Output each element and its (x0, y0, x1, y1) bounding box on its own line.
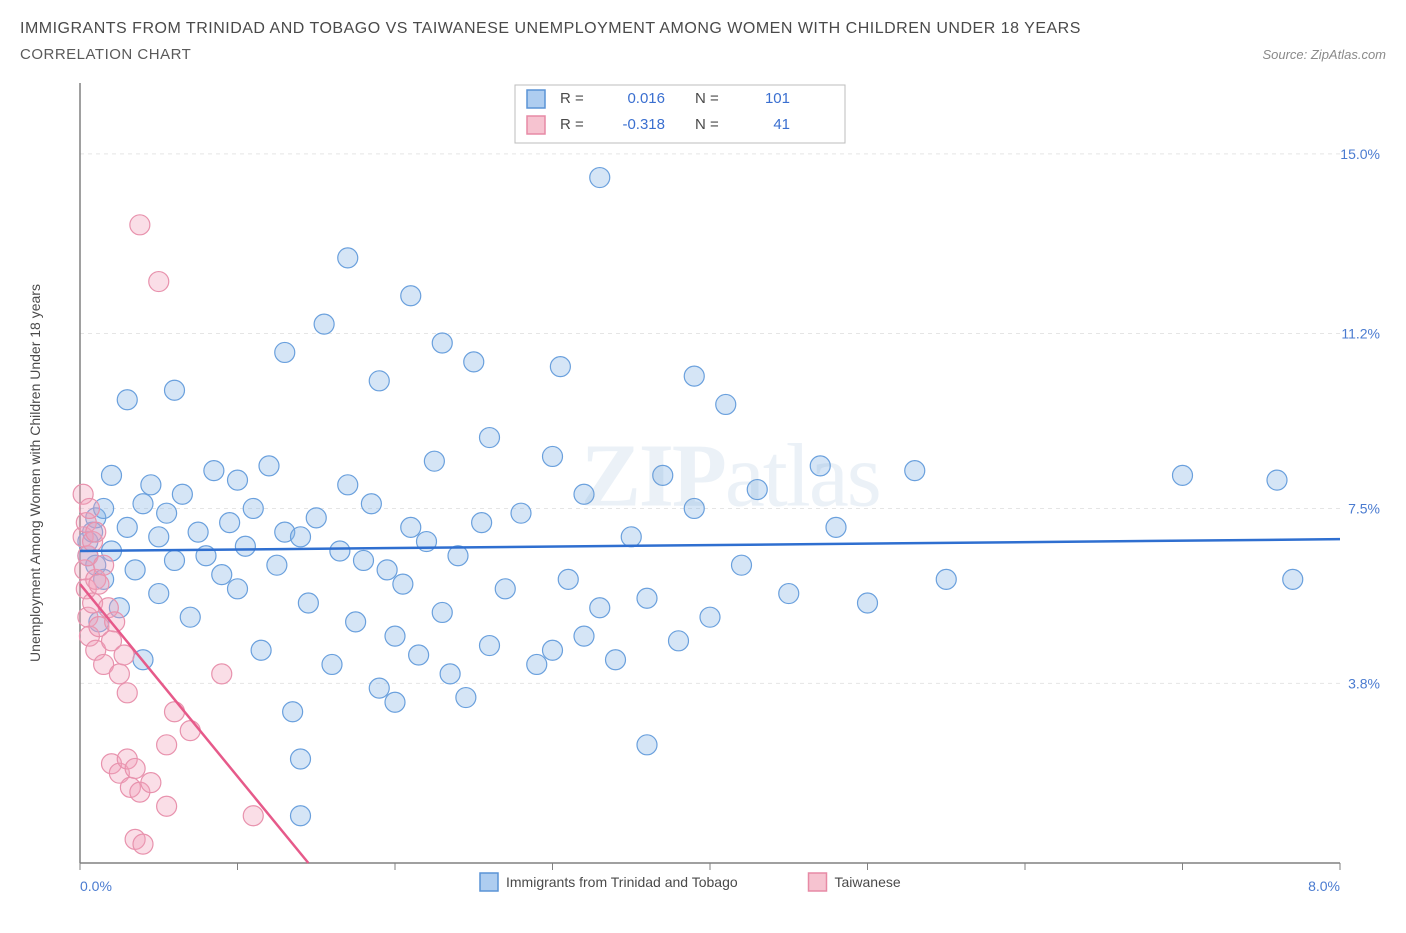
svg-text:11.2%: 11.2% (1341, 326, 1380, 342)
svg-text:15.0%: 15.0% (1340, 146, 1380, 162)
svg-text:R =: R = (560, 90, 584, 107)
chart-title: IMMIGRANTS FROM TRINIDAD AND TOBAGO VS T… (20, 20, 1386, 38)
svg-text:0.016: 0.016 (627, 90, 665, 107)
svg-text:N =: N = (695, 90, 719, 107)
svg-text:N =: N = (695, 116, 719, 133)
source-attribution: Source: ZipAtlas.com (1262, 47, 1386, 62)
svg-text:3.8%: 3.8% (1348, 675, 1380, 691)
svg-text:0.0%: 0.0% (80, 878, 112, 894)
svg-text:Taiwanese: Taiwanese (835, 874, 901, 890)
svg-text:7.5%: 7.5% (1348, 500, 1380, 516)
svg-text:8.0%: 8.0% (1308, 878, 1340, 894)
svg-text:101: 101 (765, 90, 790, 107)
svg-text:R =: R = (560, 116, 584, 133)
svg-text:41: 41 (773, 116, 790, 133)
svg-text:Unemployment Among Women with: Unemployment Among Women with Children U… (27, 284, 43, 662)
svg-text:-0.318: -0.318 (622, 116, 665, 133)
chart-subtitle: CORRELATION CHART (20, 46, 191, 63)
svg-text:Immigrants from Trinidad and T: Immigrants from Trinidad and Tobago (506, 874, 738, 890)
correlation-scatter-chart: 0.0% 8.0% 3.8% 7.5% 11.2% 15.0% Unemployment A… (20, 73, 1386, 913)
